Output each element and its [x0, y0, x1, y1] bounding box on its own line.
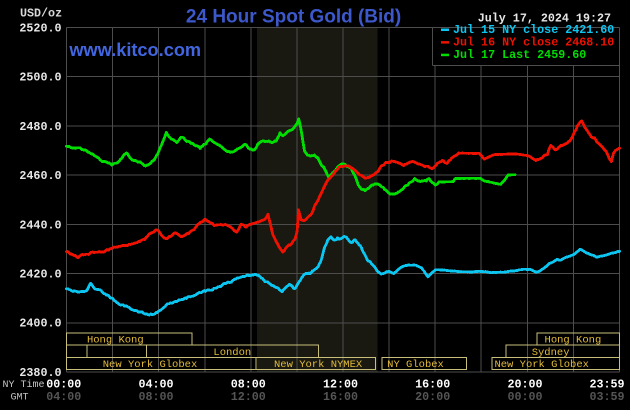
svg-text:New York Globex: New York Globex [494, 359, 589, 371]
svg-text:NY Globex: NY Globex [387, 359, 444, 371]
svg-text:Hong Kong: Hong Kong [87, 335, 144, 347]
svg-text:00:00: 00:00 [46, 377, 81, 391]
svg-text:USD/oz: USD/oz [20, 7, 62, 21]
svg-text:2380.0: 2380.0 [19, 366, 61, 380]
svg-text:July 17, 2024 19:27: July 17, 2024 19:27 [478, 12, 611, 26]
svg-text:04:00: 04:00 [138, 377, 173, 391]
svg-text:12:00: 12:00 [231, 390, 266, 404]
svg-text:2480.0: 2480.0 [19, 120, 61, 134]
svg-text:Jul 17 Last 2459.60: Jul 17 Last 2459.60 [453, 48, 586, 62]
svg-text:Sydney: Sydney [532, 347, 570, 359]
svg-text:2520.0: 2520.0 [19, 21, 61, 35]
svg-text:04:00: 04:00 [46, 390, 81, 404]
svg-text:00:00: 00:00 [507, 390, 542, 404]
svg-text:03:59: 03:59 [589, 390, 624, 404]
svg-text:16:00: 16:00 [323, 390, 358, 404]
svg-text:2440.0: 2440.0 [19, 218, 61, 232]
svg-text:08:00: 08:00 [231, 377, 266, 391]
svg-text:20:00: 20:00 [415, 390, 450, 404]
svg-text:Jul 16 NY close 2468.10: Jul 16 NY close 2468.10 [453, 36, 614, 50]
svg-text:20:00: 20:00 [507, 377, 542, 391]
svg-text:NY Time: NY Time [3, 379, 45, 391]
svg-text:London: London [213, 347, 251, 359]
svg-text:New York NYMEX: New York NYMEX [274, 359, 363, 371]
svg-text:GMT: GMT [11, 393, 29, 404]
svg-text:2400.0: 2400.0 [19, 317, 61, 331]
svg-text:12:00: 12:00 [323, 377, 358, 391]
svg-text:Jul 15 NY close 2421.60: Jul 15 NY close 2421.60 [453, 23, 614, 37]
svg-text:www.kitco.com: www.kitco.com [68, 40, 201, 60]
svg-text:16:00: 16:00 [415, 377, 450, 391]
svg-text:New York Globex: New York Globex [103, 359, 198, 371]
svg-text:24 Hour Spot Gold (Bid): 24 Hour Spot Gold (Bid) [186, 7, 401, 28]
svg-text:2500.0: 2500.0 [19, 71, 61, 85]
svg-text:Hong Kong: Hong Kong [545, 335, 602, 347]
svg-text:08:00: 08:00 [138, 390, 173, 404]
svg-text:2420.0: 2420.0 [19, 268, 61, 282]
svg-text:23:59: 23:59 [589, 377, 624, 391]
svg-text:2460.0: 2460.0 [19, 169, 61, 183]
